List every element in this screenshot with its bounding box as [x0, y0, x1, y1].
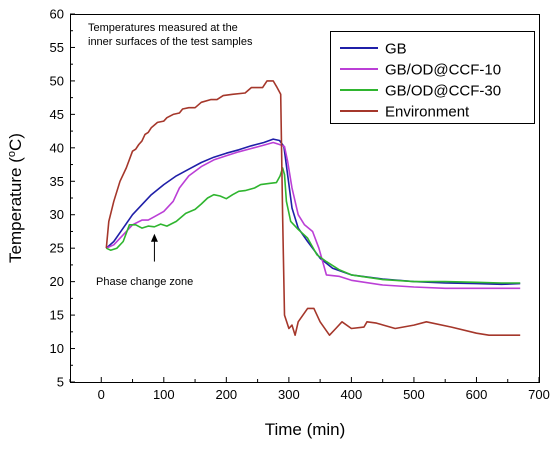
series-line-1 [105, 141, 521, 290]
y-tick-label: 10 [50, 341, 64, 356]
top-note-line2: inner surfaces of the test samples [88, 36, 253, 48]
series-layer [105, 80, 521, 336]
x-tick-label: 500 [403, 387, 425, 402]
x-tick-label: 200 [215, 387, 237, 402]
x-tick-label: 700 [528, 387, 550, 402]
x-axis-label: Time (min) [265, 420, 346, 439]
annotations-group: Temperatures measured at the inner surfa… [88, 22, 253, 288]
y-tick-label: 15 [50, 308, 64, 323]
x-tick-label: 0 [98, 387, 105, 402]
y-axis-label-start: Temperature ( [6, 157, 25, 263]
x-tick-label: 600 [466, 387, 488, 402]
x-tick-label: 300 [278, 387, 300, 402]
y-axis-label-end: C) [6, 133, 25, 151]
y-tick-label: 50 [50, 73, 64, 88]
top-note-line1: Temperatures measured at the [88, 22, 238, 34]
y-tick-label: 20 [50, 274, 64, 289]
legend: GB GB/OD@CCF-10 GB/OD@CCF-30 Environment [330, 31, 535, 124]
y-tick-label: 40 [50, 140, 64, 155]
series-line-2 [105, 167, 521, 284]
y-tick-label: 30 [50, 207, 64, 222]
y-axis-label: Temperature (oC) [6, 133, 25, 263]
y-tick-label: 5 [57, 375, 64, 390]
legend-label-0: GB [385, 41, 407, 58]
y-tick-label: 35 [50, 174, 64, 189]
y-tick-label: 55 [50, 40, 64, 55]
phase-change-label: Phase change zone [96, 276, 193, 288]
phase-arrow-head [150, 233, 158, 242]
legend-label-2: GB/OD@CCF-30 [385, 83, 501, 100]
y-axis-label-degree: o [6, 151, 18, 157]
y-tick-label: 60 [50, 7, 64, 22]
legend-box [330, 31, 535, 124]
x-tick-label: 400 [341, 387, 363, 402]
x-tick-label: 100 [153, 387, 175, 402]
legend-label-3: Environment [385, 104, 470, 121]
y-tick-label: 45 [50, 107, 64, 122]
y-tick-label: 25 [50, 241, 64, 256]
legend-label-1: GB/OD@CCF-10 [385, 62, 501, 79]
axes-group: 0 100 200 300 400 500 600 700 5 10 15 20 25 30 35 40 45 5… [50, 7, 550, 403]
series-line-3 [105, 80, 521, 336]
